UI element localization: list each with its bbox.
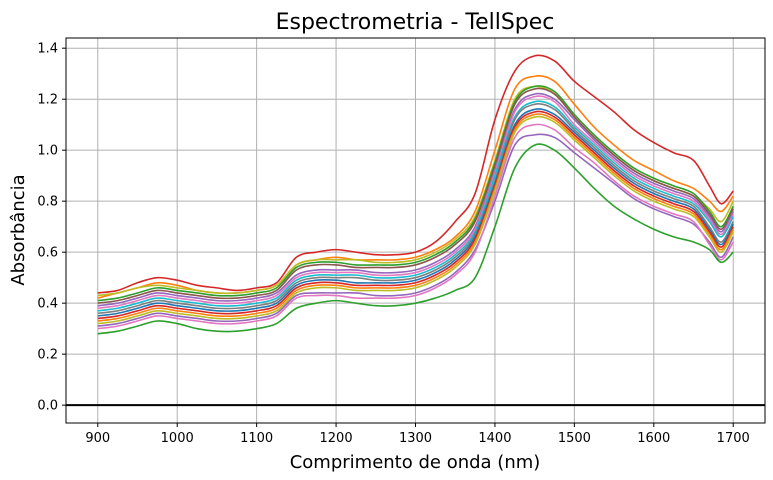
y-tick-label: 1.4 (37, 42, 58, 57)
series-line (97, 87, 734, 304)
x-tick-label: 900 (85, 431, 110, 446)
series-line (97, 113, 734, 322)
x-tick-label: 1400 (478, 431, 511, 446)
x-tick-label: 1100 (240, 431, 273, 446)
series-line (97, 143, 734, 335)
x-tick-label: 1200 (320, 431, 353, 446)
series-line (97, 123, 734, 330)
chart-title: Espectrometria - TellSpec (276, 10, 555, 35)
axis-ticks: 900 1000 1100 1200 1300 1400 1500 1600 1700 0.0 0.… (37, 42, 749, 446)
series-line (97, 133, 734, 327)
series-line (97, 92, 734, 307)
series-line (97, 54, 734, 294)
x-tick-label: 1700 (717, 431, 750, 446)
x-tick-label: 1500 (558, 431, 591, 446)
series-group (97, 54, 734, 335)
y-tick-label: 0.4 (37, 297, 58, 312)
y-tick-label: 1.2 (37, 93, 58, 108)
x-axis-label: Comprimento de onda (nm) (290, 452, 541, 473)
series-line (97, 85, 734, 302)
series-line (97, 115, 734, 325)
y-tick-label: 0.6 (37, 246, 58, 261)
series-line (97, 100, 734, 312)
y-axis-label: Absorbância (8, 174, 29, 285)
series-line (97, 102, 734, 315)
y-tick-label: 1.0 (37, 144, 58, 159)
x-tick-label: 1600 (637, 431, 670, 446)
y-tick-label: 0.8 (37, 195, 58, 210)
y-tick-label: 0.2 (37, 348, 58, 363)
series-line (97, 110, 734, 320)
series-line (97, 108, 734, 317)
x-tick-label: 1000 (161, 431, 194, 446)
series-line (97, 95, 734, 310)
x-tick-label: 1300 (399, 431, 432, 446)
y-tick-label: 0.0 (37, 399, 58, 414)
